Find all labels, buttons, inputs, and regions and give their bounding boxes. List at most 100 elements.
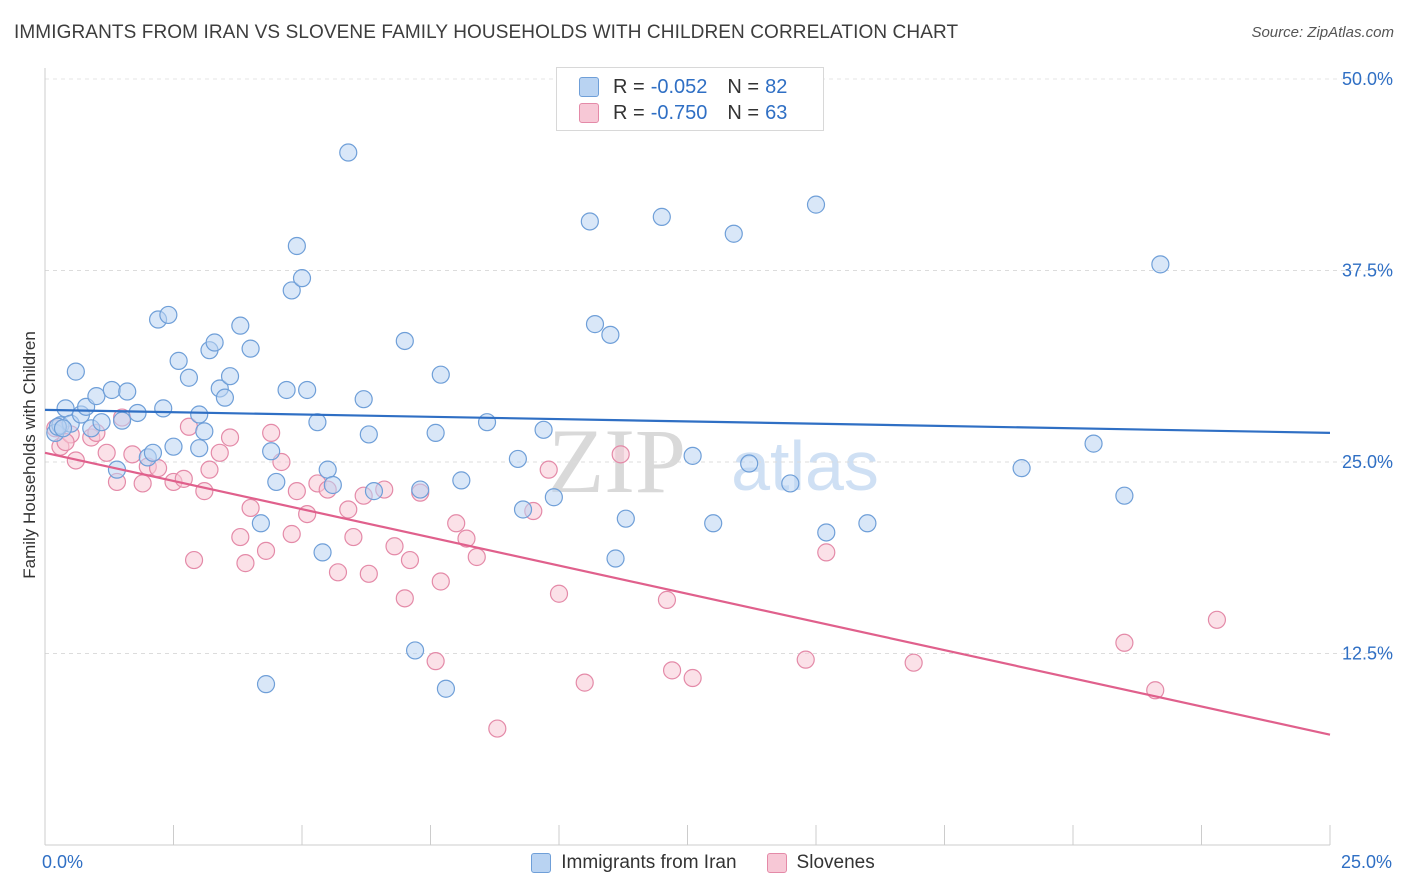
iran-point-75 <box>858 514 877 533</box>
iran-point-47 <box>354 390 373 409</box>
slovenes-point-54 <box>662 661 682 680</box>
iran-point-25 <box>195 422 214 441</box>
slovenes-point-43 <box>431 572 450 591</box>
r-label: R = <box>613 75 645 98</box>
slovenes-point-39 <box>395 589 414 608</box>
slovenes-point-19 <box>210 443 229 462</box>
legend-item-iran[interactable]: Immigrants from Iran <box>531 852 737 874</box>
iran-point-49 <box>364 482 384 501</box>
iran-point-38 <box>282 281 301 300</box>
slovenes-point-9 <box>123 445 142 464</box>
iran-point-35 <box>262 442 281 461</box>
iran-point-58 <box>508 449 527 469</box>
slovenes-point-17 <box>195 482 214 501</box>
iran-point-44 <box>318 460 337 479</box>
legend-item-slovenes[interactable]: Slovenes <box>766 852 875 874</box>
slovenes-point-51 <box>575 673 594 692</box>
iran-point-59 <box>513 500 533 519</box>
iran-point-76 <box>1012 459 1031 478</box>
trend-lines <box>44 408 1331 736</box>
iran-point-33 <box>251 514 270 533</box>
iran-point-13 <box>118 382 137 401</box>
iran-point-51 <box>405 641 425 660</box>
series-slovenes <box>46 408 1227 738</box>
slovenes-point-33 <box>339 500 358 519</box>
iran-point-30 <box>220 367 240 386</box>
y-tick-label-0: 12.5% <box>1342 644 1393 664</box>
slovenes-point-20 <box>220 428 240 447</box>
iran-point-4 <box>66 362 85 381</box>
slovenes-point-38 <box>385 537 404 556</box>
slovenes-point-28 <box>287 482 306 501</box>
y-tick-label-3: 50.0% <box>1342 69 1393 89</box>
iran-point-64 <box>601 325 620 344</box>
zipatlas-watermark: ZIP atlas <box>548 410 879 512</box>
n-value: 82 <box>765 75 788 98</box>
slovenes-point-52 <box>611 445 630 464</box>
iran-point-14 <box>128 403 147 423</box>
slovenes-point-16 <box>184 550 204 570</box>
legend-label-slovenes: Slovenes <box>796 852 875 873</box>
slovenes-point-61 <box>1207 610 1227 629</box>
slovenes-point-6 <box>97 443 116 462</box>
slovenes-point-46 <box>467 547 486 567</box>
slovenes-point-25 <box>262 423 281 442</box>
iran-point-8 <box>87 387 106 406</box>
iran-point-29 <box>215 388 234 407</box>
pink-swatch <box>766 853 787 873</box>
x-tick-label-max: 25.0% <box>1340 852 1392 872</box>
slovenes-point-44 <box>447 514 466 533</box>
slovenes-point-21 <box>231 527 250 547</box>
iran-point-65 <box>606 549 625 568</box>
iran-point-34 <box>256 675 276 694</box>
series-legend: Immigrants from Iran Slovenes <box>0 852 1406 874</box>
iran-point-31 <box>231 316 250 335</box>
slovenes-point-34 <box>344 527 363 547</box>
y-tick-labels: 12.5% 25.0% 37.5% 50.0% <box>1342 69 1393 664</box>
iran-point-50 <box>395 331 414 351</box>
iran-point-71 <box>740 454 759 473</box>
y-tick-label-1: 25.0% <box>1342 452 1393 472</box>
iran-point-24 <box>190 405 209 424</box>
iran-point-40 <box>292 269 312 288</box>
correlation-legend: R = -0.052 N = 82 R = -0.750 N = 63 <box>556 67 824 131</box>
iran-point-27 <box>205 333 224 352</box>
iran-point-57 <box>477 413 497 432</box>
iran-trend-line <box>44 408 1331 434</box>
r-value: -0.052 <box>650 75 708 98</box>
iran-point-37 <box>277 380 296 400</box>
slovenes-point-42 <box>426 652 445 671</box>
iran-point-52 <box>411 480 430 499</box>
slovenes-point-32 <box>328 563 348 582</box>
slovenes-point-57 <box>817 543 836 562</box>
slovenes-point-40 <box>400 550 420 570</box>
slovenes-point-53 <box>657 590 677 609</box>
slovenes-point-56 <box>796 650 815 669</box>
iran-point-12 <box>112 411 132 430</box>
iran-point-70 <box>724 224 743 243</box>
slovenes-point-50 <box>549 584 569 603</box>
iran-point-43 <box>313 543 332 562</box>
iran-point-39 <box>287 236 306 256</box>
iran-point-78 <box>1115 486 1134 505</box>
iran-point-19 <box>159 305 178 325</box>
iran-point-68 <box>683 446 702 465</box>
slovenes-point-27 <box>282 524 301 544</box>
iran-point-23 <box>190 439 209 458</box>
slovenes-point-36 <box>359 564 378 583</box>
iran-point-22 <box>179 368 199 387</box>
iran-point-62 <box>580 212 599 231</box>
iran-point-60 <box>534 420 553 439</box>
iran-point-32 <box>241 339 260 358</box>
slovenes-point-22 <box>236 554 255 573</box>
iran-point-18 <box>154 399 173 418</box>
iran-point-77 <box>1084 434 1103 453</box>
iran-point-56 <box>452 471 471 490</box>
r-label: R = <box>613 101 645 124</box>
iran-point-53 <box>426 423 445 442</box>
blue-swatch <box>531 853 552 873</box>
iran-point-9 <box>92 413 111 432</box>
iran-point-81 <box>53 419 73 438</box>
pink-swatch <box>579 103 599 123</box>
